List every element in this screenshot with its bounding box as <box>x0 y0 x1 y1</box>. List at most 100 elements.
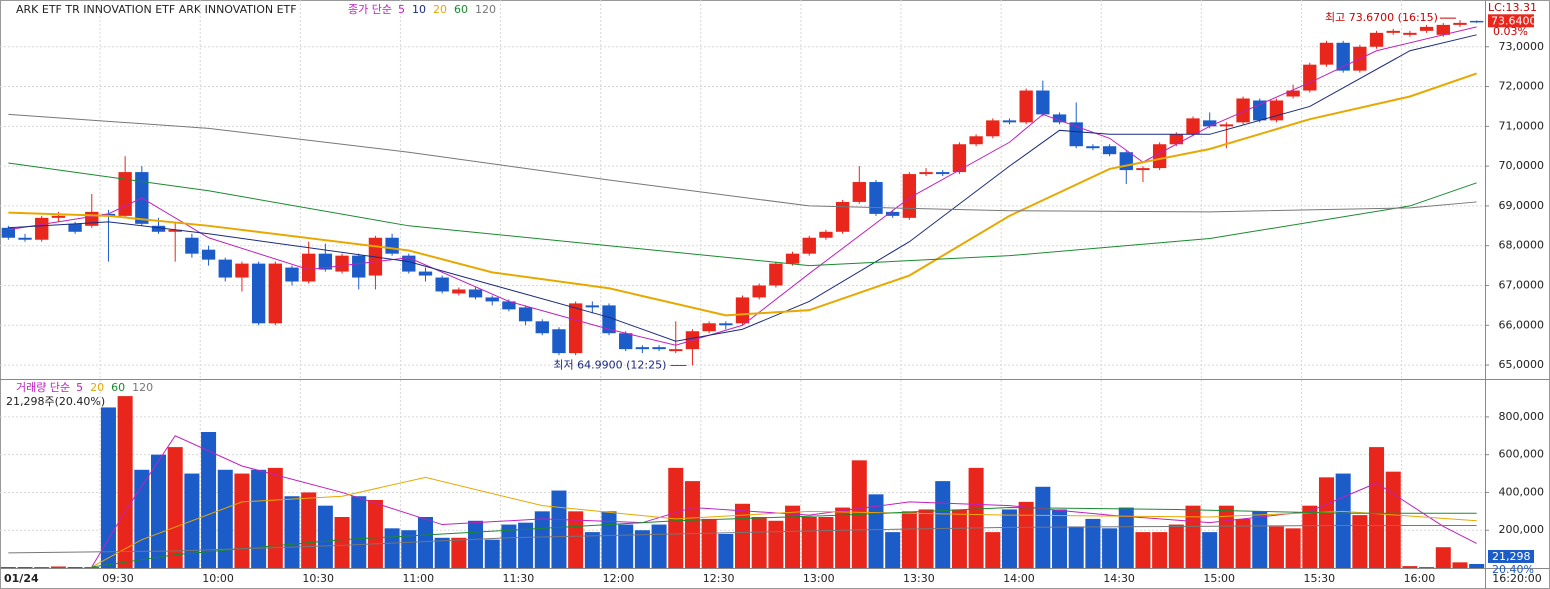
volume-bar <box>1135 532 1151 568</box>
volume-bar <box>267 467 283 568</box>
volume-bar <box>151 454 167 568</box>
legend-entry: 20 <box>433 3 447 16</box>
candle-body <box>1002 120 1017 123</box>
candle-body <box>869 182 883 214</box>
legend-entry: 60 <box>111 381 125 394</box>
volume-bar <box>1469 563 1485 568</box>
lc-label: LC:13.31 <box>1488 1 1537 14</box>
low-annotation: 최저 64.9900 (12:25) <box>553 358 666 371</box>
legend-entry: 5 <box>398 3 405 16</box>
volume-bar <box>1318 477 1334 568</box>
candle-body <box>1102 146 1117 155</box>
candle-body <box>669 349 683 352</box>
candle-body <box>1236 98 1250 123</box>
volume-bar <box>401 530 417 568</box>
change-label: 0.03% <box>1493 25 1528 38</box>
x-tick-label: 11:30 <box>503 572 535 585</box>
y-tick-label: 800,000 <box>1499 410 1545 423</box>
volume-bar <box>568 511 584 568</box>
volume-bar <box>1235 518 1251 568</box>
candle-body <box>218 259 232 278</box>
candle-body <box>51 215 66 218</box>
volume-bar <box>785 505 801 568</box>
candle-body <box>952 144 967 173</box>
volume-bar <box>1435 547 1451 568</box>
y-tick-label: 69,0000 <box>1499 199 1545 212</box>
candle-body <box>769 263 783 286</box>
candle-body <box>568 303 583 354</box>
y-tick-label: 67,0000 <box>1499 278 1545 291</box>
volume-bar <box>935 481 951 568</box>
candle-body <box>1319 42 1334 65</box>
y-tick-label: 70,0000 <box>1499 159 1545 172</box>
candle-body <box>1253 100 1267 121</box>
current-price-label: 73.6400 <box>1491 14 1537 27</box>
volume-bar <box>951 509 967 568</box>
candle-body <box>1369 32 1384 47</box>
volume-bar <box>801 517 817 568</box>
legend-prefix: 종가 단순 <box>348 3 392 16</box>
candle-body <box>385 237 399 254</box>
candle-body <box>35 217 49 240</box>
volume-bar <box>1335 473 1351 568</box>
candle-body <box>919 172 933 175</box>
volume-bar <box>751 517 767 568</box>
candle-body <box>969 136 983 145</box>
candle-body <box>585 305 600 308</box>
candle-body <box>702 323 716 332</box>
x-tick-label: 10:00 <box>202 572 234 585</box>
candle-body <box>885 211 900 216</box>
volume-bar <box>134 469 150 568</box>
volume-bar <box>367 500 383 568</box>
volume-bar <box>317 505 333 568</box>
ma-line <box>91 507 1477 568</box>
volume-bar <box>1268 526 1284 568</box>
volume-bar <box>701 518 717 568</box>
volume-info: 21,298주(20.40%) <box>6 395 105 408</box>
candle-body <box>201 249 216 260</box>
candle-body <box>1186 118 1200 135</box>
volume-bar <box>351 496 367 568</box>
volume-bar <box>468 520 484 568</box>
ma-line <box>91 435 1477 568</box>
candle-body <box>251 263 266 324</box>
candle-body <box>635 347 650 350</box>
candle-body <box>418 271 433 276</box>
legend-entry: 20 <box>90 381 104 394</box>
volume-bar <box>334 517 350 568</box>
x-tick-label: 09:30 <box>102 572 134 585</box>
candle-body <box>68 223 82 232</box>
ma-line <box>8 162 1477 267</box>
candle-body <box>285 267 299 282</box>
candle-body <box>18 237 32 240</box>
candle-body <box>552 329 566 354</box>
volume-bar <box>50 566 66 568</box>
volume-bar <box>167 447 183 568</box>
chart-title: ARK ETF TR INNOVATION ETF ARK INNOVATION… <box>16 3 297 16</box>
x-tick-label: 15:30 <box>1303 572 1335 585</box>
x-tick-label: 15:00 <box>1203 572 1235 585</box>
candle-body <box>1086 146 1100 149</box>
volume-bar <box>1285 528 1301 568</box>
volume-bar <box>1218 505 1234 568</box>
x-tick-label: 12:30 <box>703 572 735 585</box>
ma-line <box>8 113 1477 213</box>
candle-body <box>785 253 800 264</box>
x-tick-label: 16:00 <box>1404 572 1436 585</box>
candle-body <box>268 263 282 324</box>
ma-line <box>91 476 1477 568</box>
volume-bar <box>584 532 600 568</box>
y-tick-label: 68,0000 <box>1499 239 1545 252</box>
volume-bar <box>1052 509 1068 568</box>
volume-bar <box>1118 507 1134 568</box>
volume-bar <box>1352 515 1368 568</box>
last-volume-label: 21,298 <box>1492 550 1531 563</box>
volume-bar <box>1018 501 1034 568</box>
candle-body <box>502 301 516 310</box>
time-label: 16:20:00 <box>1492 572 1541 585</box>
y-tick-label: 72,0000 <box>1499 80 1545 93</box>
candle-body <box>535 321 549 334</box>
ma-line <box>8 525 1477 554</box>
candle-body <box>1403 32 1417 35</box>
volume-bar <box>251 469 267 568</box>
